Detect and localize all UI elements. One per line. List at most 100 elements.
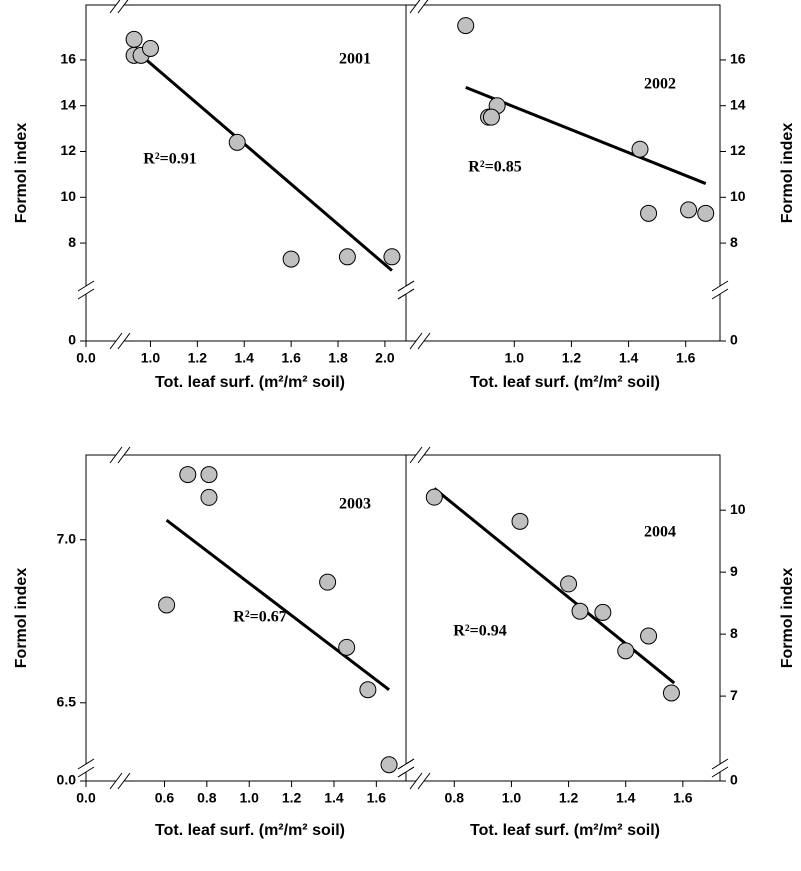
x-tick-label: 0.8 xyxy=(445,790,465,806)
regression-line xyxy=(165,519,390,691)
x-tick-label: 1.2 xyxy=(562,350,582,366)
y-tick-label: 0 xyxy=(68,332,76,348)
r-squared: R²=0.91 xyxy=(143,151,196,168)
data-point xyxy=(425,488,443,506)
r-squared: R²=0.67 xyxy=(233,609,286,626)
axis-break xyxy=(417,0,429,14)
data-point xyxy=(319,573,337,591)
plot-frame xyxy=(405,454,721,782)
break-gap xyxy=(83,286,89,294)
axis-break xyxy=(711,288,729,300)
y-tick-label: 8 xyxy=(730,234,738,250)
y-tick-label: 10 xyxy=(730,501,746,517)
regression-line xyxy=(433,487,676,685)
y-tick-label: 14 xyxy=(60,96,76,112)
x-axis-label: Tot. leaf surf. (m²/m² soil) xyxy=(470,822,660,839)
break-gap xyxy=(717,286,723,294)
data-point xyxy=(640,204,658,222)
data-point xyxy=(228,133,246,151)
break-gap xyxy=(116,2,124,8)
x-tick-label: 1.4 xyxy=(619,350,639,366)
axis-break xyxy=(77,288,95,300)
x-tick-label: 1.2 xyxy=(282,790,302,806)
y-tick-label: 14 xyxy=(730,96,746,112)
axis-break xyxy=(117,772,131,790)
data-point xyxy=(359,681,377,699)
data-point xyxy=(200,466,218,484)
data-point xyxy=(617,642,635,660)
y-tick-label: 10 xyxy=(60,188,76,204)
plot-frame xyxy=(405,4,721,342)
y-tick-label: 0 xyxy=(730,772,738,788)
axis-break xyxy=(109,772,123,790)
axis-break xyxy=(117,0,129,14)
y-axis-label: Formol index xyxy=(13,568,30,669)
data-point xyxy=(383,248,401,266)
break-gap xyxy=(416,338,424,344)
data-point xyxy=(680,201,698,219)
break-gap xyxy=(116,452,124,458)
axis-break xyxy=(397,758,415,770)
x-tick-label: 1.0 xyxy=(239,790,259,806)
regression-line xyxy=(140,54,393,272)
axis-break xyxy=(417,332,431,350)
data-point xyxy=(457,17,475,35)
x-tick-label: 0.8 xyxy=(197,790,217,806)
axis-break xyxy=(397,280,415,292)
break-gap xyxy=(717,764,723,772)
year-label: 2002 xyxy=(644,76,676,93)
break-gap xyxy=(83,764,89,772)
axis-break xyxy=(409,772,423,790)
data-point xyxy=(594,603,612,621)
axis-break xyxy=(417,772,431,790)
data-point xyxy=(338,638,356,656)
data-point xyxy=(338,248,356,266)
data-point xyxy=(282,250,300,268)
axis-break xyxy=(109,332,123,350)
x-tick-label: 1.6 xyxy=(676,350,696,366)
x-tick-label: 1.4 xyxy=(616,790,636,806)
data-point xyxy=(511,512,529,530)
data-point xyxy=(640,627,658,645)
axis-break xyxy=(77,758,95,770)
r-squared: R²=0.94 xyxy=(453,623,506,640)
axis-break xyxy=(397,288,415,300)
x-tick-label: 2.0 xyxy=(375,350,395,366)
axis-break xyxy=(417,446,431,464)
data-point xyxy=(179,466,197,484)
x-tick-label: 1.4 xyxy=(235,350,255,366)
data-point xyxy=(125,30,143,48)
y-tick-label: 7.0 xyxy=(57,530,77,546)
data-point xyxy=(571,602,589,620)
data-point xyxy=(141,39,159,57)
regression-line xyxy=(465,86,707,185)
year-label: 2003 xyxy=(339,496,371,513)
x-tick-label: 0.0 xyxy=(76,350,96,366)
break-gap xyxy=(116,338,124,344)
x-tick-label: 0.6 xyxy=(155,790,175,806)
y-tick-label: 0.0 xyxy=(57,772,77,788)
y-axis-label: Formol index xyxy=(13,123,30,224)
data-point xyxy=(662,684,680,702)
axis-break xyxy=(77,766,95,778)
y-tick-label: 16 xyxy=(730,51,746,67)
year-label: 2001 xyxy=(339,51,371,68)
r-squared: R²=0.85 xyxy=(468,159,521,176)
y-axis-label: Formol index xyxy=(779,123,796,224)
x-tick-label: 1.4 xyxy=(324,790,344,806)
data-point xyxy=(200,488,218,506)
axis-break xyxy=(117,332,131,350)
axis-break xyxy=(409,332,423,350)
axis-break xyxy=(409,0,421,14)
y-tick-label: 7 xyxy=(730,687,738,703)
y-tick-label: 6.5 xyxy=(57,693,77,709)
break-gap xyxy=(403,764,409,772)
data-point xyxy=(697,204,715,222)
x-axis-label: Tot. leaf surf. (m²/m² soil) xyxy=(155,822,345,839)
break-gap xyxy=(416,452,424,458)
x-axis-label: Tot. leaf surf. (m²/m² soil) xyxy=(470,374,660,391)
y-tick-label: 12 xyxy=(730,142,746,158)
break-gap xyxy=(416,778,424,784)
axis-break xyxy=(109,446,123,464)
